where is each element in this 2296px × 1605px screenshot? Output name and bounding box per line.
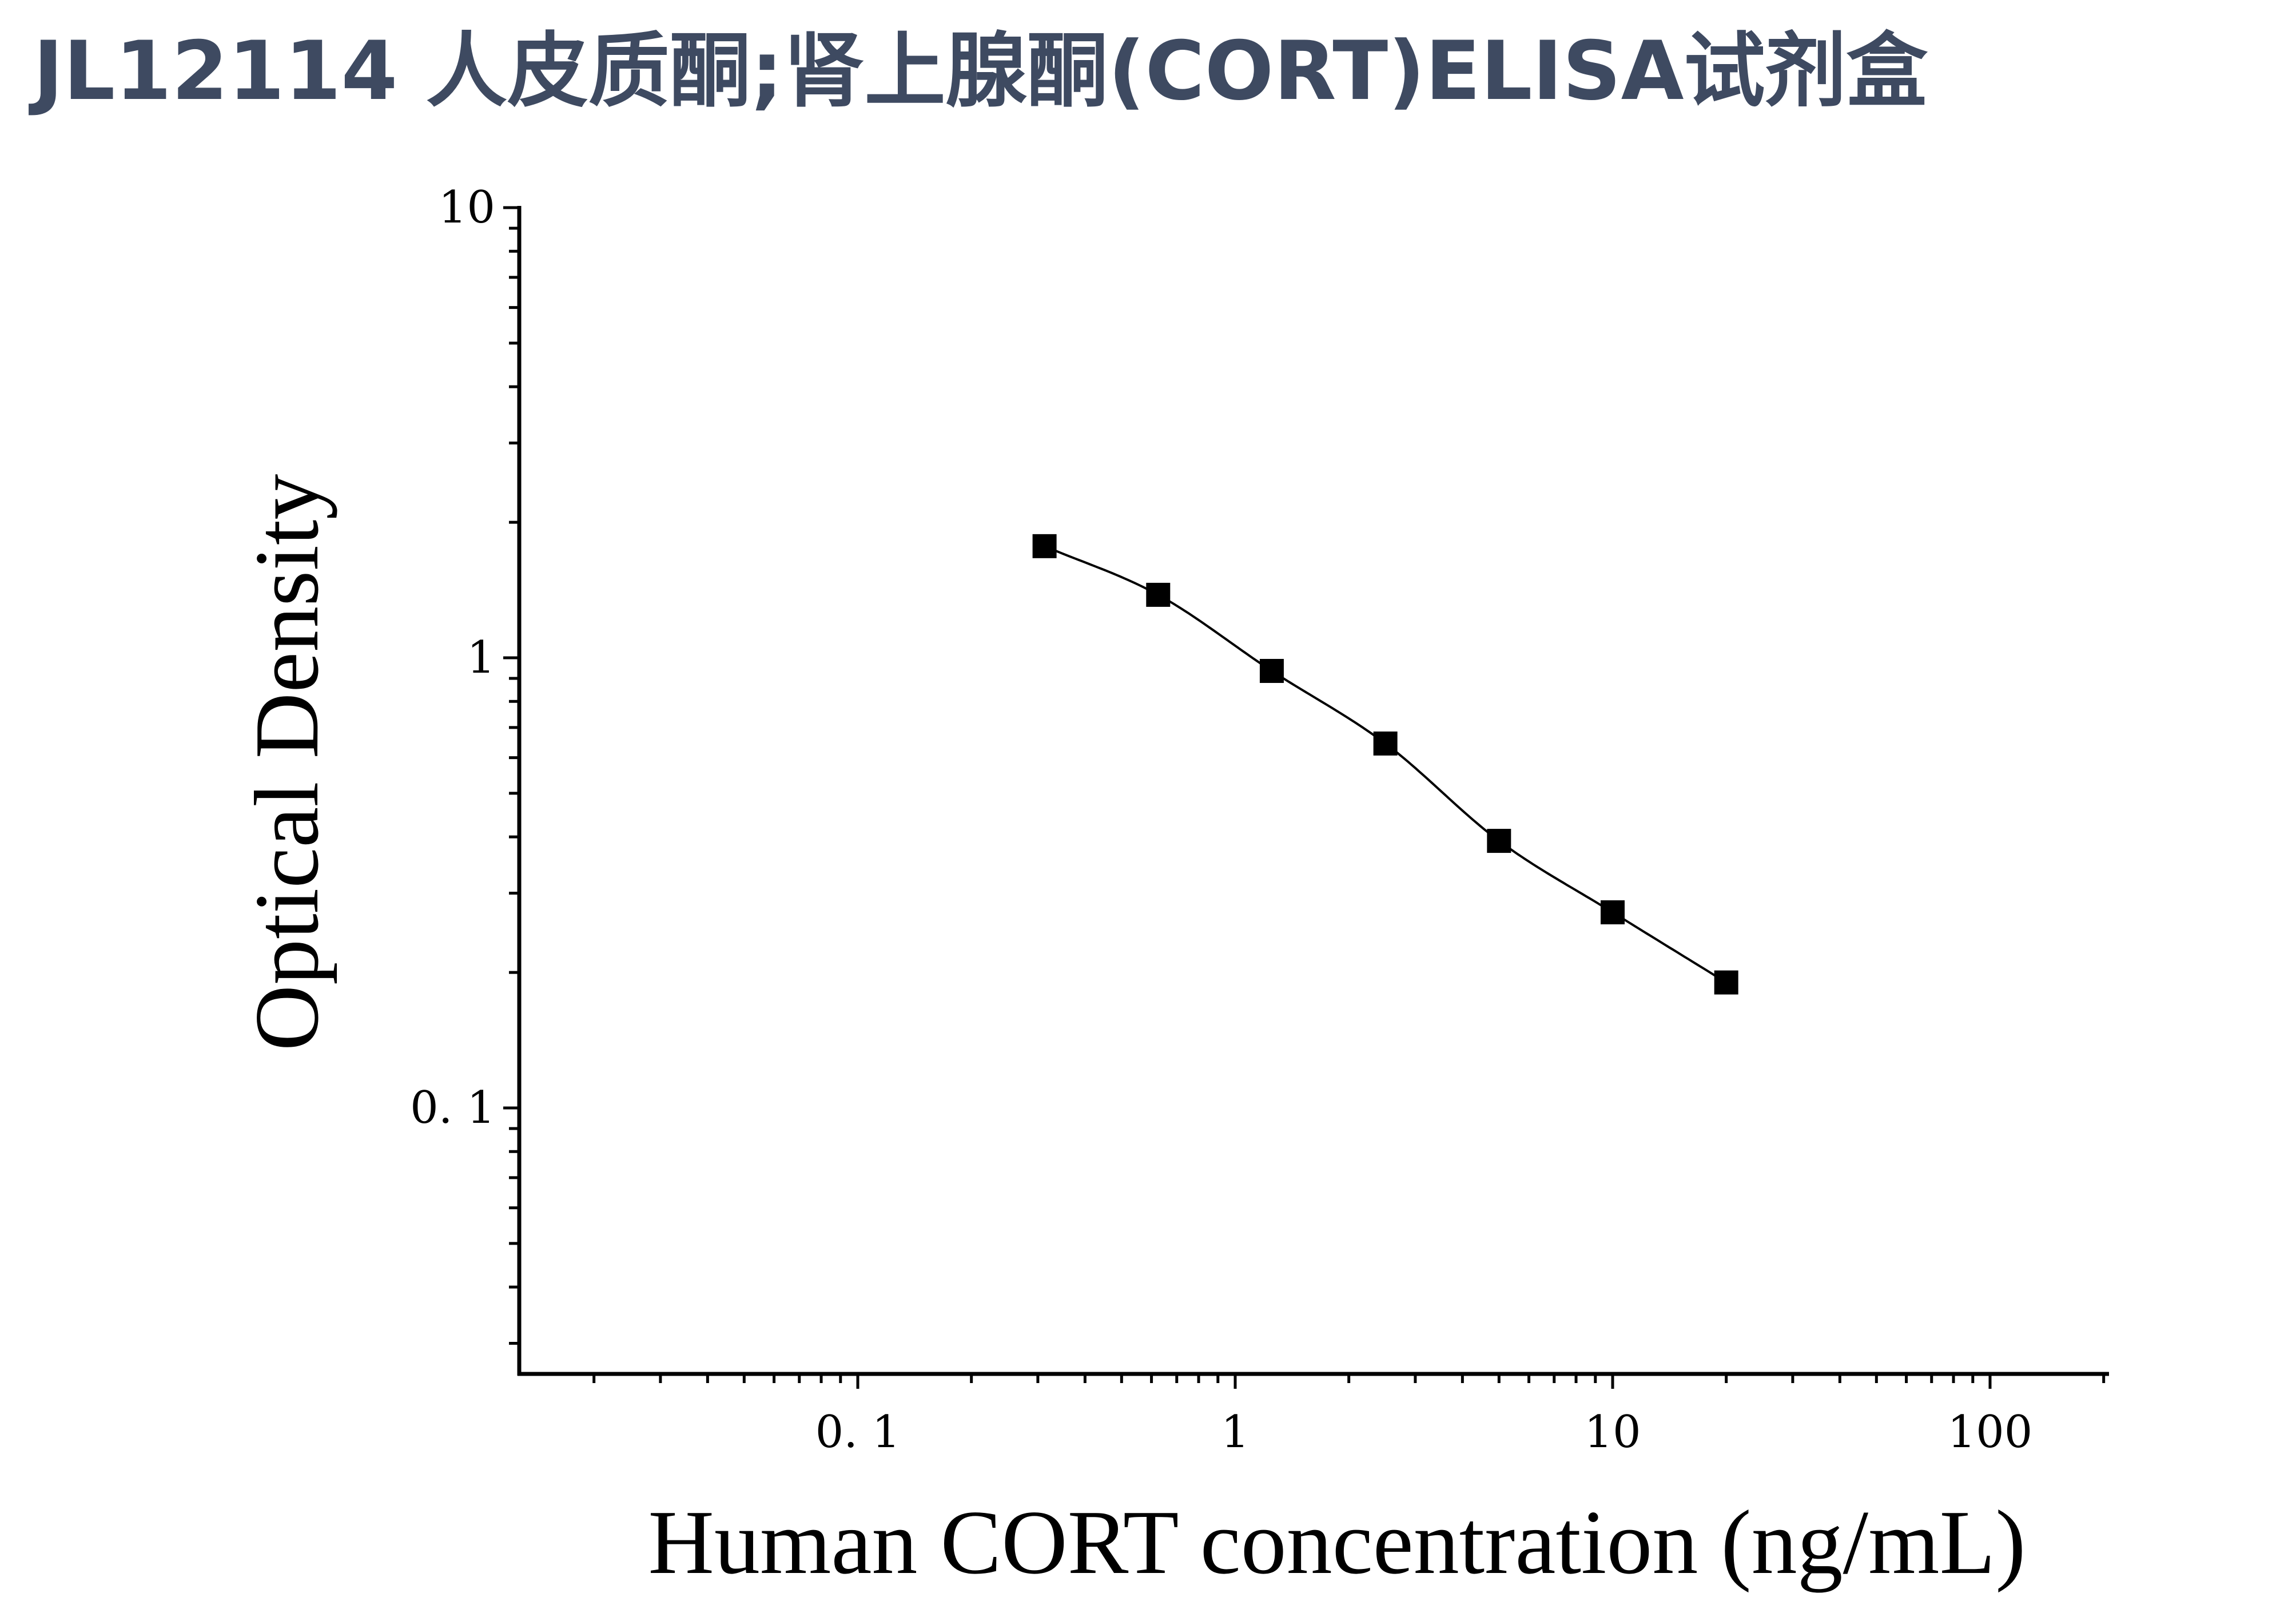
y-tick-label: 0. 1 xyxy=(410,1082,495,1134)
x-tick-label: 10 xyxy=(1584,1407,1641,1458)
page-title: JL12114 人皮质酮;肾上腺酮(CORT)ELISA试剂盒 xyxy=(33,24,1928,118)
data-point xyxy=(1259,658,1284,683)
data-point xyxy=(1487,829,1511,853)
axis-ticks xyxy=(503,206,2106,1389)
y-tick-label: 10 xyxy=(439,182,495,233)
data-point xyxy=(1714,970,1738,995)
data-points xyxy=(1032,534,1738,995)
data-point xyxy=(1601,900,1625,924)
data-point xyxy=(1373,731,1398,756)
x-tick-label: 0. 1 xyxy=(815,1407,901,1458)
tick-labels: 0. 1 1 10 100 0. 1 1 10 xyxy=(410,182,2032,1458)
y-tick-label: 1 xyxy=(467,632,495,684)
x-tick-label: 1 xyxy=(1221,1407,1250,1458)
data-point xyxy=(1032,534,1057,558)
x-tick-label: 100 xyxy=(1948,1407,2033,1458)
data-point xyxy=(1146,582,1171,607)
x-axis-title: Human CORT concentration (ng/mL) xyxy=(648,1491,2026,1593)
y-axis-title: Optical Density xyxy=(236,474,337,1051)
